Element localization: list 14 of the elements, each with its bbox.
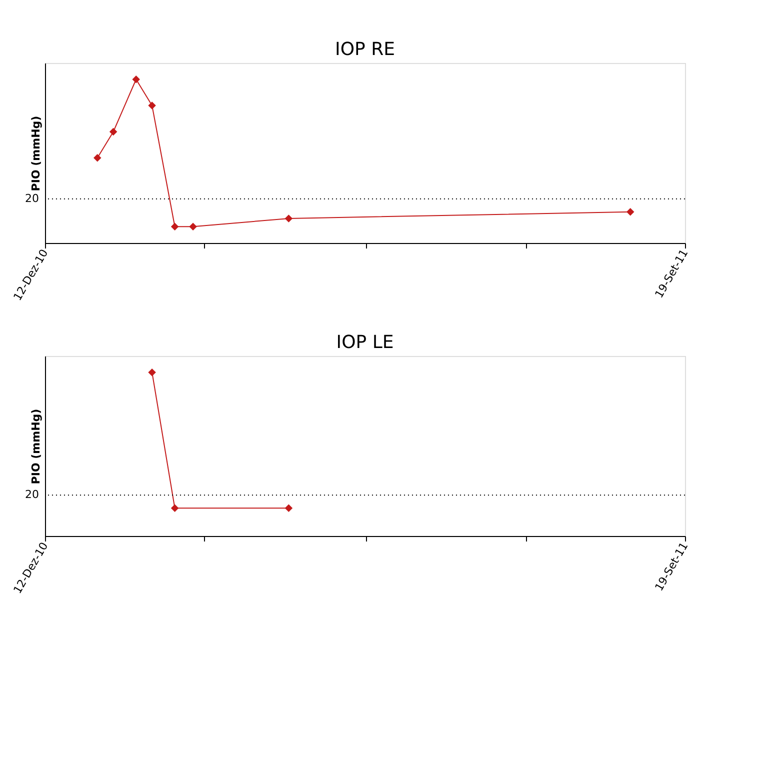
point (132, 75, 140, 84)
point (626, 208, 634, 216)
point (94, 154, 102, 162)
point (189, 222, 197, 231)
point (284, 214, 293, 222)
chart-title: IOP LE (336, 332, 394, 353)
y-axis-title: PIO (mmHg) (30, 116, 42, 192)
y-axis-title: PIO (mmHg) (30, 408, 42, 484)
text: 20 (25, 488, 39, 502)
point (170, 222, 179, 231)
point (148, 102, 156, 110)
chart-title: IOP RE (335, 39, 395, 60)
point (109, 128, 118, 136)
text: 20 (25, 192, 39, 205)
